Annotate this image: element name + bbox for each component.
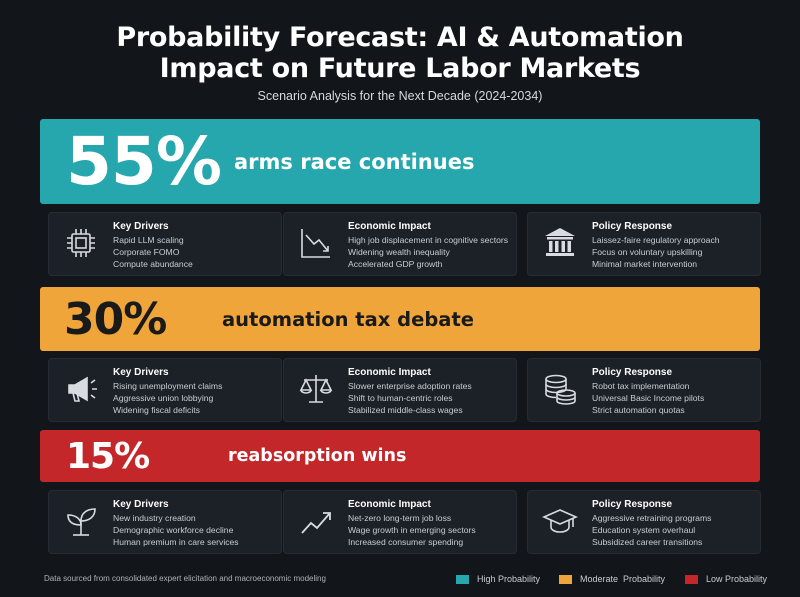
- government-building-icon: [542, 225, 578, 261]
- legend-swatch: [685, 574, 698, 584]
- card-line: Focus on voluntary upskilling: [592, 247, 703, 257]
- title-line-1: Probability Forecast: AI & Automation: [116, 22, 684, 53]
- card-heading: Key Drivers: [113, 367, 169, 378]
- card-line: Subsidized career transitions: [592, 537, 703, 547]
- card-line: Aggressive retraining programs: [592, 513, 712, 523]
- card-heading: Economic Impact: [348, 367, 431, 378]
- card-line: Human premium in care services: [113, 537, 239, 547]
- card-heading: Policy Response: [592, 221, 673, 232]
- card-line: Minimal market intervention: [592, 259, 698, 269]
- card-line: Aggressive union lobbying: [113, 393, 214, 403]
- card-line: Increased consumer spending: [348, 537, 464, 547]
- scenario-percent: 55%: [66, 123, 222, 200]
- legend-swatch: [456, 574, 469, 584]
- card-line: Slower enterprise adoption rates: [348, 381, 472, 391]
- card-line: High job displacement in cognitive secto…: [348, 235, 509, 245]
- rising-trend-icon: [298, 503, 334, 539]
- declining-chart-icon: [298, 225, 334, 261]
- card-line: Demographic workforce decline: [113, 525, 234, 535]
- graduation-cap-icon: [542, 503, 578, 539]
- economic-impact-card: Economic Impact High job displacement in…: [283, 212, 517, 276]
- scenario-band-high: 55% arms race continues: [40, 119, 760, 204]
- scenario-percent: 15%: [66, 435, 150, 477]
- coin-stack-icon: [542, 371, 578, 407]
- card-heading: Policy Response: [592, 499, 673, 510]
- scenario-percent: 30%: [64, 293, 167, 345]
- page-subtitle: Scenario Analysis for the Next Decade (2…: [257, 89, 543, 103]
- card-heading: Economic Impact: [348, 221, 431, 232]
- card-line: Corporate FOMO: [113, 247, 180, 257]
- legend-item-high: High Probability: [456, 574, 540, 584]
- legend-swatch: [559, 574, 572, 584]
- scenario-band-moderate: 30% automation tax debate: [40, 287, 760, 351]
- legend-label: Low Probability: [706, 574, 768, 584]
- key-drivers-card: Key Drivers Rapid LLM scaling Corporate …: [48, 212, 282, 276]
- legend-item-low: Low Probability: [685, 574, 767, 584]
- policy-response-card: Policy Response Robot tax implementation…: [527, 358, 761, 422]
- card-line: Compute abundance: [113, 259, 193, 269]
- cpu-chip-icon: [63, 225, 99, 261]
- card-line: Widening wealth inequality: [348, 247, 450, 257]
- card-line: Universal Basic Income pilots: [592, 393, 705, 403]
- card-heading: Economic Impact: [348, 499, 431, 510]
- card-line: Rising unemployment claims: [113, 381, 223, 391]
- page-title: Probability Forecast: AI & Automation Im…: [0, 22, 800, 84]
- card-heading: Policy Response: [592, 367, 673, 378]
- sprout-icon: [63, 503, 99, 539]
- card-line: Laissez-faire regulatory approach: [592, 235, 720, 245]
- card-line: Robot tax implementation: [592, 381, 690, 391]
- legend-label: Moderate Probability: [580, 574, 666, 584]
- balance-scale-icon: [298, 371, 334, 407]
- card-line: Widening fiscal deficits: [113, 405, 200, 415]
- legend-label: High Probability: [477, 574, 541, 584]
- card-line: Rapid LLM scaling: [113, 235, 184, 245]
- card-heading: Key Drivers: [113, 499, 169, 510]
- card-line: Shift to human-centric roles: [348, 393, 453, 403]
- economic-impact-card: Economic Impact Slower enterprise adopti…: [283, 358, 517, 422]
- scenario-label: automation tax debate: [222, 307, 475, 331]
- card-line: Education system overhaul: [592, 525, 696, 535]
- card-line: Accelerated GDP growth: [348, 259, 443, 269]
- key-drivers-card: Key Drivers New industry creation Demogr…: [48, 490, 282, 554]
- economic-impact-card: Economic Impact Net-zero long-term job l…: [283, 490, 517, 554]
- policy-response-card: Policy Response Laissez-faire regulatory…: [527, 212, 761, 276]
- key-drivers-card: Key Drivers Rising unemployment claims A…: [48, 358, 282, 422]
- card-heading: Key Drivers: [113, 221, 169, 232]
- card-line: Wage growth in emerging sectors: [348, 525, 476, 535]
- card-line: Net-zero long-term job loss: [348, 513, 452, 523]
- scenario-label: reabsorption wins: [228, 446, 407, 466]
- title-line-2: Impact on Future Labor Markets: [159, 53, 641, 84]
- card-line: Stabilized middle-class wages: [348, 405, 463, 415]
- megaphone-icon: [63, 371, 99, 407]
- scenario-label: arms race continues: [234, 149, 475, 174]
- policy-response-card: Policy Response Aggressive retraining pr…: [527, 490, 761, 554]
- source-note: Data sourced from consolidated expert el…: [44, 574, 326, 583]
- scenario-band-low: 15% reabsorption wins: [40, 430, 760, 482]
- card-line: New industry creation: [113, 513, 196, 523]
- legend-item-moderate: Moderate Probability: [559, 574, 665, 584]
- card-line: Strict automation quotas: [592, 405, 685, 415]
